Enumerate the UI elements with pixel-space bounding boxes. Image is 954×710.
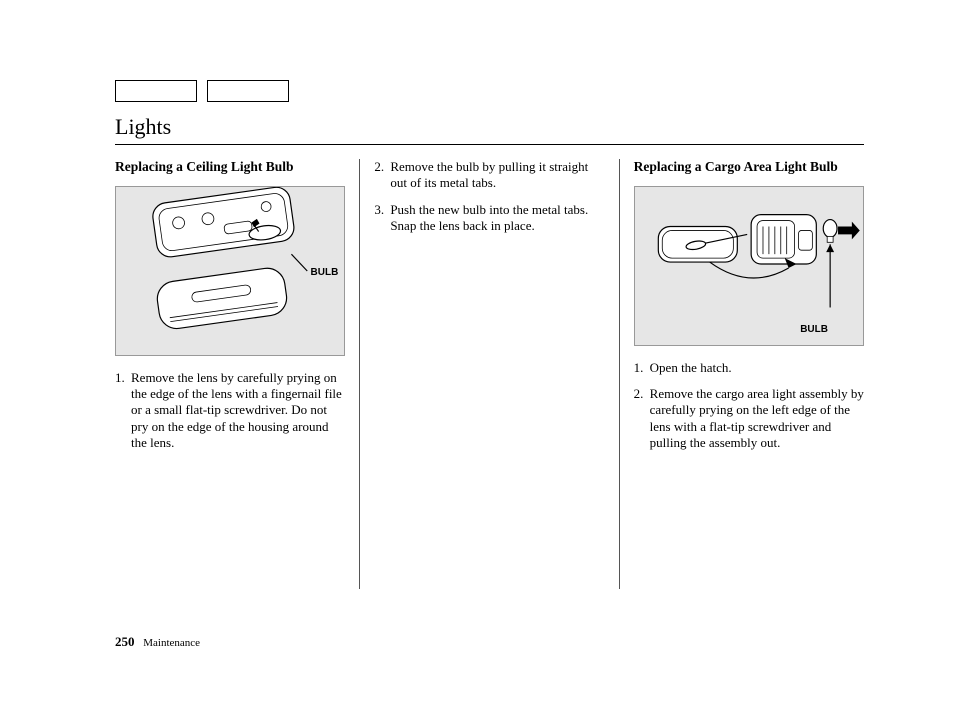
bulb-label-cargo: BULB [800, 324, 828, 337]
step-text: Remove the cargo area light assembly by … [650, 386, 864, 451]
cargo-light-figure: BULB [634, 186, 864, 346]
col3-step1: 1. Open the hatch. [634, 360, 864, 376]
step-text: Push the new bulb into the metal tabs. S… [390, 202, 604, 235]
col2-step3: 3. Push the new bulb into the metal tabs… [374, 202, 604, 235]
step-number: 3. [374, 202, 390, 235]
col1-step1: 1. Remove the lens by carefully prying o… [115, 370, 345, 451]
col2-step2: 2. Remove the bulb by pulling it straigh… [374, 159, 604, 192]
top-button-row [115, 80, 864, 102]
content-columns: Replacing a Ceiling Light Bulb [115, 159, 864, 589]
column-2: 2. Remove the bulb by pulling it straigh… [359, 159, 619, 589]
nav-box-1[interactable] [115, 80, 197, 102]
step-number: 1. [634, 360, 650, 376]
section-label: Maintenance [143, 637, 200, 649]
title-row: Lights [115, 114, 864, 145]
bulb-label-ceiling: BULB [311, 267, 339, 280]
ceiling-light-figure: BULB [115, 186, 345, 356]
step-text: Remove the lens by carefully prying on t… [131, 370, 345, 451]
column-1: Replacing a Ceiling Light Bulb [115, 159, 359, 589]
page-number: 250 [115, 634, 135, 649]
column-3: Replacing a Cargo Area Light Bulb [620, 159, 864, 589]
page-footer: 250 Maintenance [115, 634, 200, 650]
step-number: 2. [374, 159, 390, 192]
col3-step2: 2. Remove the cargo area light assembly … [634, 386, 864, 451]
nav-box-2[interactable] [207, 80, 289, 102]
step-number: 2. [634, 386, 650, 451]
step-number: 1. [115, 370, 131, 451]
step-text: Remove the bulb by pulling it straight o… [390, 159, 604, 192]
col1-heading: Replacing a Ceiling Light Bulb [115, 159, 345, 176]
page-title: Lights [115, 114, 864, 140]
step-text: Open the hatch. [650, 360, 864, 376]
col3-heading: Replacing a Cargo Area Light Bulb [634, 159, 864, 176]
